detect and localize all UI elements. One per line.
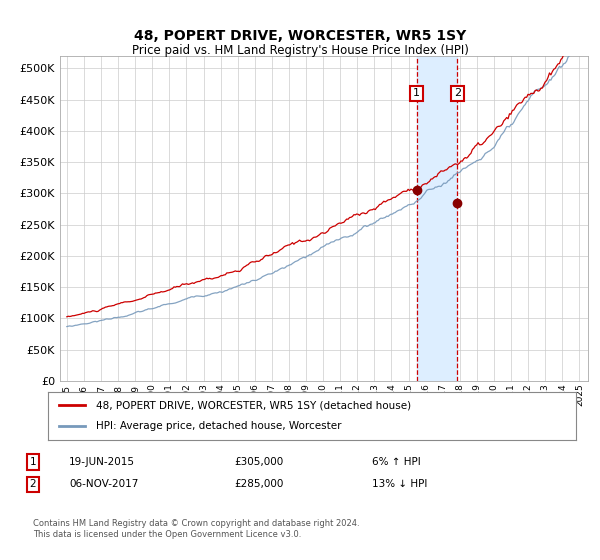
Text: £305,000: £305,000: [234, 457, 283, 467]
Text: Price paid vs. HM Land Registry's House Price Index (HPI): Price paid vs. HM Land Registry's House …: [131, 44, 469, 57]
Text: 1: 1: [413, 88, 420, 99]
Text: 2: 2: [29, 479, 37, 489]
Text: £285,000: £285,000: [234, 479, 283, 489]
Bar: [416, 56, 457, 381]
Text: 1: 1: [29, 457, 37, 467]
Text: Contains HM Land Registry data © Crown copyright and database right 2024.
This d: Contains HM Land Registry data © Crown c…: [33, 520, 359, 539]
Text: 48, POPERT DRIVE, WORCESTER, WR5 1SY (detached house): 48, POPERT DRIVE, WORCESTER, WR5 1SY (de…: [95, 400, 410, 410]
Text: 6% ↑ HPI: 6% ↑ HPI: [372, 457, 421, 467]
Text: HPI: Average price, detached house, Worcester: HPI: Average price, detached house, Worc…: [95, 421, 341, 431]
Text: 2: 2: [454, 88, 461, 99]
Text: 48, POPERT DRIVE, WORCESTER, WR5 1SY: 48, POPERT DRIVE, WORCESTER, WR5 1SY: [134, 29, 466, 44]
Text: 19-JUN-2015: 19-JUN-2015: [69, 457, 135, 467]
Text: 13% ↓ HPI: 13% ↓ HPI: [372, 479, 427, 489]
Text: 06-NOV-2017: 06-NOV-2017: [69, 479, 139, 489]
